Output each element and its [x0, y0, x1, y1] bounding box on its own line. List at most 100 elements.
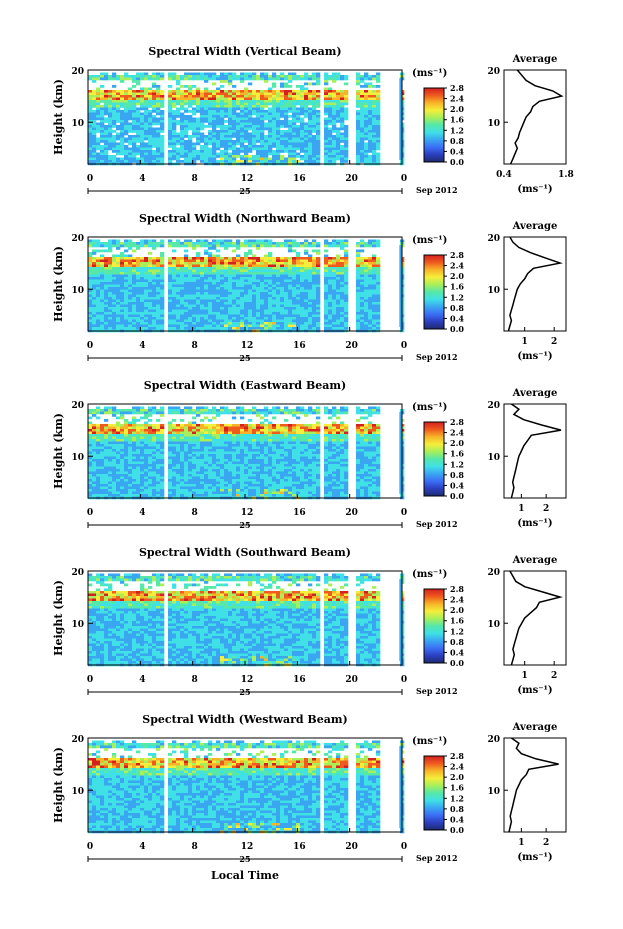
heatmap-cell	[340, 112, 345, 116]
heatmap-cell	[112, 426, 117, 430]
heatmap-cell	[372, 142, 377, 146]
heatmap-cell	[240, 115, 245, 118]
heatmap-cell	[292, 314, 297, 318]
heatmap-cell	[376, 160, 381, 163]
heatmap-cell	[116, 259, 121, 263]
heatmap-cell	[88, 319, 93, 323]
heatmap-cell	[296, 127, 301, 131]
heatmap-cell	[236, 152, 241, 156]
heatmap-cell	[280, 304, 285, 308]
heatmap-cell	[96, 451, 101, 455]
heatmap-cell	[132, 150, 137, 153]
heatmap-cell	[280, 155, 285, 158]
heatmap-cell	[180, 107, 185, 111]
heatmap-cell	[196, 282, 201, 285]
heatmap-cell	[280, 72, 285, 76]
heatmap-cell	[300, 304, 305, 308]
heatmap-cell	[88, 324, 93, 328]
heatmap-cell	[280, 324, 285, 328]
heatmap-cell	[280, 314, 285, 318]
heatmap-cell	[104, 100, 109, 103]
heatmap-cell	[104, 444, 109, 447]
heatmap-cell	[168, 157, 173, 161]
heatmap-cell	[332, 147, 337, 151]
heatmap-cell	[116, 484, 121, 487]
heatmap-cell	[360, 122, 365, 126]
heatmap-cell	[268, 110, 273, 113]
heatmap-cell	[312, 257, 317, 260]
heatmap-cell	[252, 302, 257, 305]
heatmap-cell	[376, 140, 381, 143]
heatmap-cell	[284, 140, 289, 143]
heatmap-cell	[184, 274, 189, 278]
heatmap-cell	[140, 125, 145, 128]
heatmap-cell	[344, 132, 349, 136]
heatmap-cell	[272, 135, 277, 138]
heatmap-cell	[112, 279, 117, 283]
heatmap-cell	[360, 262, 365, 265]
heatmap-cell	[224, 289, 229, 293]
heatmap-cell	[92, 494, 97, 497]
heatmap-cell	[112, 122, 117, 126]
heatmap-cell	[360, 312, 365, 315]
heatmap-cell	[152, 294, 157, 298]
heatmap-cell	[204, 277, 209, 280]
heatmap-cell	[204, 272, 209, 275]
heatmap-cell	[240, 279, 245, 283]
heatmap-cell	[100, 411, 105, 415]
heatmap-cell	[264, 299, 269, 303]
heatmap-cell	[312, 115, 317, 118]
heatmap-cell	[180, 274, 185, 278]
heatmap-cell	[264, 287, 269, 290]
heatmap-cell	[368, 307, 373, 310]
heatmap-cell	[252, 242, 257, 245]
heatmap-cell	[336, 287, 341, 290]
heatmap-cell	[236, 75, 241, 78]
heatmap-cell	[132, 264, 137, 268]
heatmap-cell	[336, 90, 341, 93]
heatmap-cell	[284, 267, 289, 270]
heatmap-cell	[248, 100, 253, 103]
heatmap-cell	[324, 130, 329, 133]
heatmap-cell	[364, 107, 369, 111]
heatmap-cell	[368, 157, 373, 161]
heatmap-cell	[136, 77, 141, 81]
heatmap-cell	[292, 324, 297, 328]
heatmap-cell	[172, 267, 177, 270]
heatmap-cell	[340, 105, 345, 108]
heatmap-cell	[160, 142, 165, 146]
heatmap-cell	[216, 262, 221, 265]
heatmap-cell	[236, 287, 241, 290]
colorbar-tick-label: 2.4	[450, 94, 464, 104]
heatmap-cell	[256, 112, 261, 116]
heatmap-cell	[216, 304, 221, 308]
heatmap-cell	[128, 107, 133, 111]
heatmap-cell	[116, 150, 121, 153]
heatmap-cell	[184, 249, 189, 253]
heatmap-cell	[96, 282, 101, 285]
heatmap-cell	[228, 302, 233, 305]
heatmap-cell	[156, 92, 161, 96]
heatmap-cell	[252, 75, 257, 78]
heatmap-cell	[136, 100, 141, 103]
heatmap-cell	[116, 302, 121, 305]
heatmap-cell	[124, 157, 129, 161]
heatmap-cell	[196, 135, 201, 138]
heatmap-cell	[364, 130, 369, 133]
heatmap-cell	[360, 292, 365, 295]
heatmap-cell	[92, 117, 97, 121]
heatmap-cell	[208, 287, 213, 290]
heatmap-cell	[312, 130, 317, 133]
heatmap-cell	[328, 309, 333, 313]
heatmap-cell	[308, 312, 313, 315]
heatmap-cell	[308, 284, 313, 288]
heatmap-cell	[304, 97, 309, 101]
heatmap-cell	[120, 324, 125, 328]
heatmap-cell	[260, 244, 265, 248]
heatmap-cell	[260, 302, 265, 305]
heatmap-cell	[152, 304, 157, 308]
heatmap-cell	[136, 150, 141, 153]
heatmap-cell	[296, 274, 301, 278]
heatmap-cell	[364, 282, 369, 285]
heatmap-cell	[180, 77, 185, 81]
